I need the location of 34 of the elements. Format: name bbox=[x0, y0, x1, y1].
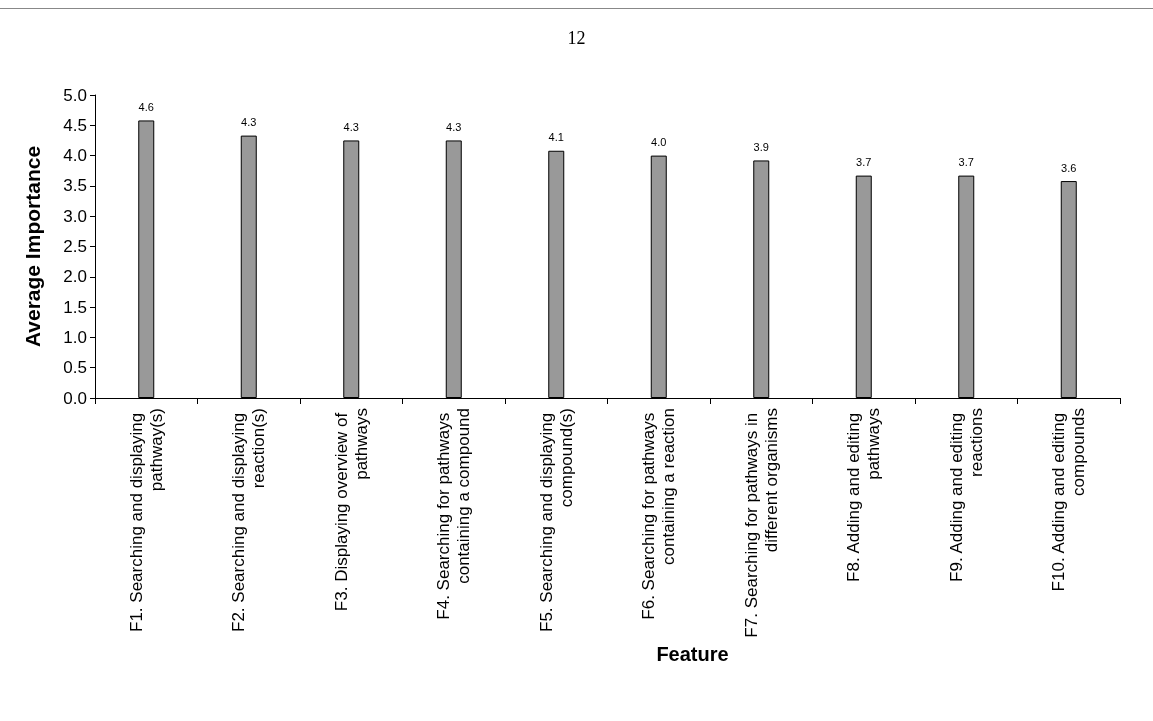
y-tick-label: 4.5 bbox=[63, 115, 87, 135]
y-tick-label: 0.5 bbox=[63, 358, 87, 378]
x-axis-title: Feature bbox=[656, 642, 729, 665]
x-tick-label: F7. Searching for pathways in different organisms bbox=[741, 408, 781, 638]
y-tick-label: 5.0 bbox=[63, 85, 87, 105]
y-axis-title: Average Importance bbox=[21, 145, 44, 348]
x-tick-label: F10. Adding and editing compounds bbox=[1049, 408, 1089, 592]
data-label: 4.3 bbox=[241, 116, 257, 129]
y-tick-label: 3.5 bbox=[63, 176, 87, 196]
x-tick-label: F9. Adding and editing reactions bbox=[946, 408, 986, 582]
data-label: 4.0 bbox=[651, 136, 667, 149]
x-tick-label: F2. Searching and displaying reaction(s) bbox=[229, 408, 269, 632]
data-label: 3.9 bbox=[753, 140, 769, 153]
x-tick-label: F6. Searching for pathways containing a reaction bbox=[639, 408, 679, 620]
y-tick-label: 2.5 bbox=[63, 237, 87, 256]
data-label: 4.3 bbox=[343, 120, 359, 133]
y-tick-label: 3.0 bbox=[63, 206, 87, 226]
data-label: 4.3 bbox=[446, 120, 462, 133]
y-tick-label: 4.0 bbox=[63, 146, 87, 166]
x-tick-label: F1. Searching and displaying pathway(s) bbox=[126, 408, 166, 632]
y-tick-label: 1.5 bbox=[63, 297, 87, 317]
data-label: 4.1 bbox=[548, 131, 564, 144]
data-label: 3.6 bbox=[1061, 161, 1077, 174]
y-tick-label: 0.0 bbox=[63, 388, 87, 408]
x-tick-label: F3. Displaying overview of pathways bbox=[331, 408, 371, 612]
data-label: 4.6 bbox=[138, 100, 154, 113]
data-label: 3.7 bbox=[958, 156, 974, 169]
data-label: 3.7 bbox=[856, 156, 872, 169]
x-tick-label: F8. Adding and editing pathways bbox=[844, 408, 884, 582]
y-tick-label: 2.0 bbox=[63, 267, 87, 287]
x-tick-label: F4. Searching for pathways containing a compound bbox=[434, 408, 474, 620]
text: 12 bbox=[566, 28, 587, 49]
x-tick-label: F5. Searching and displaying compound(s) bbox=[536, 408, 576, 632]
y-tick-label: 1.0 bbox=[63, 327, 87, 347]
